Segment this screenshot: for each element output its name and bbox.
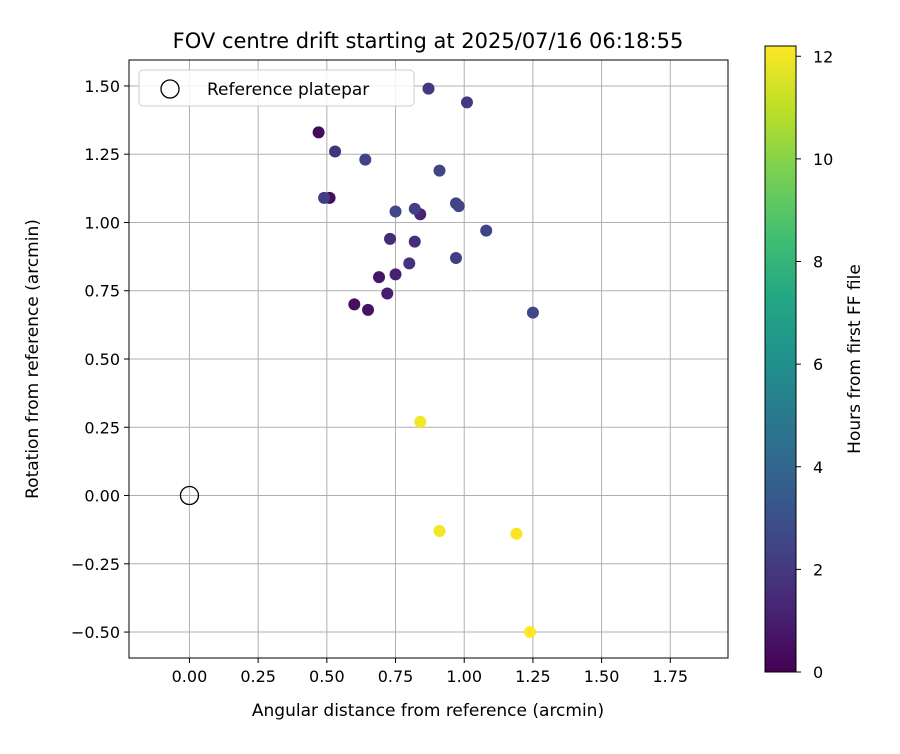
y-tick-label: 1.25: [84, 145, 120, 164]
colorbar-tick-label: 0: [813, 663, 823, 682]
legend-label: Reference platepar: [207, 80, 369, 100]
y-axis-label: Rotation from reference (arcmin): [23, 219, 43, 499]
x-tick-label: 0.50: [309, 667, 345, 686]
colorbar-tick-label: 8: [813, 253, 823, 272]
data-point: [389, 268, 402, 281]
data-point: [408, 235, 421, 248]
colorbar-tick-label: 10: [813, 150, 833, 169]
y-axis-ticks: −0.50 −0.25 0.00 0.25 0.50 0.75 1.00 1.25 1.50: [71, 77, 129, 642]
x-axis-ticks: 0.00 0.25 0.50 0.75 1.00 1.25 1.50 1.75: [172, 658, 688, 686]
data-point: [433, 525, 446, 538]
reference-marker: [179, 485, 200, 506]
data-point: [510, 527, 523, 540]
data-point: [449, 251, 462, 264]
data-point: [381, 287, 394, 300]
legend-marker: [160, 79, 180, 99]
x-tick-label: 1.25: [515, 667, 551, 686]
legend: Reference platepar: [138, 69, 415, 107]
x-tick-label: 0.75: [378, 667, 414, 686]
data-point: [480, 224, 493, 237]
data-point: [452, 200, 465, 213]
y-tick-label: 1.00: [84, 213, 120, 232]
data-point: [526, 306, 539, 319]
y-tick-label: 0.50: [84, 350, 120, 369]
data-point: [312, 126, 325, 139]
data-point: [362, 303, 375, 316]
colorbar-tick-label: 12: [813, 47, 833, 66]
x-tick-label: 1.50: [584, 667, 620, 686]
y-tick-label: −0.50: [71, 623, 120, 642]
colorbar-label: Hours from first FF file: [845, 264, 865, 454]
data-point: [318, 191, 331, 204]
x-tick-label: 1.75: [652, 667, 688, 686]
x-axis-label: Angular distance from reference (arcmin): [252, 701, 604, 721]
y-tick-label: 0.25: [84, 418, 120, 437]
data-point: [403, 257, 416, 270]
y-tick-label: −0.25: [71, 555, 120, 574]
x-tick-label: 0.00: [172, 667, 208, 686]
data-points: [312, 82, 539, 639]
data-point: [414, 415, 427, 428]
y-tick-label: 0.00: [84, 487, 120, 506]
colorbar-tick-label: 6: [813, 355, 823, 374]
x-tick-label: 0.25: [240, 667, 276, 686]
data-point: [329, 145, 342, 158]
colorbar-ticks: 0 2 4 6 8 10 12: [796, 47, 833, 682]
data-point: [384, 232, 397, 245]
legend-box: [138, 69, 415, 107]
chart-title: FOV centre drift starting at 2025/07/16 …: [173, 29, 684, 53]
data-point: [422, 82, 435, 95]
colorbar-tick-label: 4: [813, 458, 823, 477]
data-point: [348, 298, 361, 311]
y-tick-label: 0.75: [84, 282, 120, 301]
data-point: [433, 164, 446, 177]
grid-lines: [129, 60, 728, 658]
x-tick-label: 1.00: [446, 667, 482, 686]
data-point: [373, 271, 386, 284]
data-point: [524, 626, 537, 639]
data-point: [389, 205, 402, 218]
data-point: [408, 202, 421, 215]
colorbar-tick-label: 2: [813, 560, 823, 579]
y-tick-label: 1.50: [84, 77, 120, 96]
data-point: [460, 96, 473, 109]
data-point: [359, 153, 372, 166]
colorbar: [764, 45, 797, 673]
